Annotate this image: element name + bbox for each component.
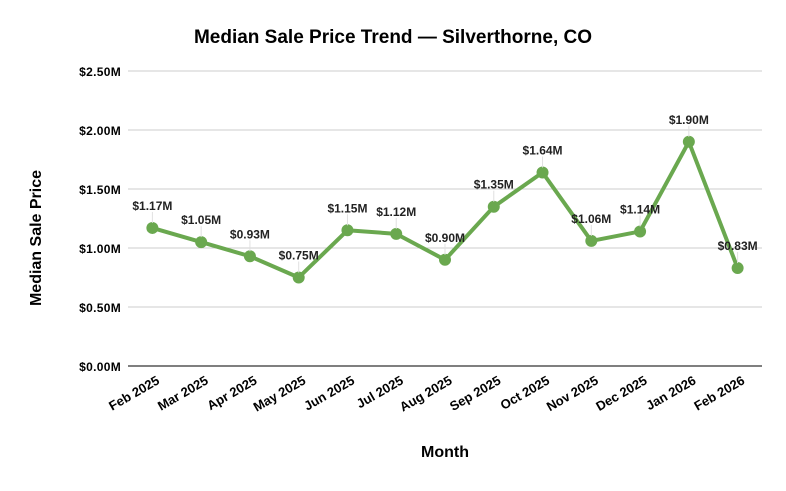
data-point <box>682 135 695 148</box>
data-label: $1.15M <box>327 201 367 215</box>
data-label: $1.14M <box>620 202 660 216</box>
data-point <box>341 224 354 237</box>
data-point <box>390 227 403 240</box>
chart-title: Median Sale Price Trend — Silverthorne, … <box>194 27 592 48</box>
x-tick-label: Jan 2026 <box>643 373 698 413</box>
data-label: $0.83M <box>718 239 758 253</box>
data-point <box>585 234 598 247</box>
data-label: $1.12M <box>376 205 416 219</box>
x-tick-label: Feb 2025 <box>106 373 162 414</box>
x-tick-label: Dec 2025 <box>593 373 649 414</box>
x-tick-label: Apr 2025 <box>204 373 259 413</box>
y-tick-label: $1.50M <box>79 183 121 197</box>
data-point <box>634 225 647 238</box>
x-tick-label: Nov 2025 <box>544 373 601 415</box>
x-tick-label: Feb 2026 <box>691 373 747 414</box>
data-label: $1.05M <box>181 213 221 227</box>
x-axis-label: Month <box>421 444 469 461</box>
y-tick-label: $0.50M <box>79 301 121 315</box>
data-label: $1.90M <box>669 113 709 127</box>
x-tick-label: May 2025 <box>251 373 309 415</box>
x-tick-label: Jun 2025 <box>301 373 357 414</box>
data-label: $1.35M <box>474 178 514 192</box>
data-label: $0.90M <box>425 231 465 245</box>
data-point <box>536 166 549 179</box>
data-point <box>731 262 744 275</box>
x-tick-label: Mar 2025 <box>155 373 211 414</box>
y-axis-label: Median Sale Price <box>28 170 45 306</box>
x-tick-label: Jul 2025 <box>354 373 406 412</box>
data-label: $0.75M <box>279 249 319 263</box>
data-point <box>292 271 305 284</box>
x-tick-label: Oct 2025 <box>498 373 552 413</box>
data-point <box>146 221 159 234</box>
data-label: $1.17M <box>132 199 172 213</box>
data-label: $1.64M <box>523 143 563 157</box>
data-label: $1.06M <box>571 212 611 226</box>
data-point <box>243 250 256 263</box>
y-tick-label: $2.50M <box>79 65 121 79</box>
y-tick-label: $2.00M <box>79 124 121 138</box>
data-label: $0.93M <box>230 227 270 241</box>
x-tick-label: Sep 2025 <box>447 373 503 414</box>
data-point <box>439 253 451 266</box>
data-point <box>195 236 208 249</box>
x-tick-label: Aug 2025 <box>397 373 455 415</box>
data-point <box>487 200 500 213</box>
y-tick-label: $0.00M <box>79 360 121 374</box>
y-tick-label: $1.00M <box>79 242 121 256</box>
